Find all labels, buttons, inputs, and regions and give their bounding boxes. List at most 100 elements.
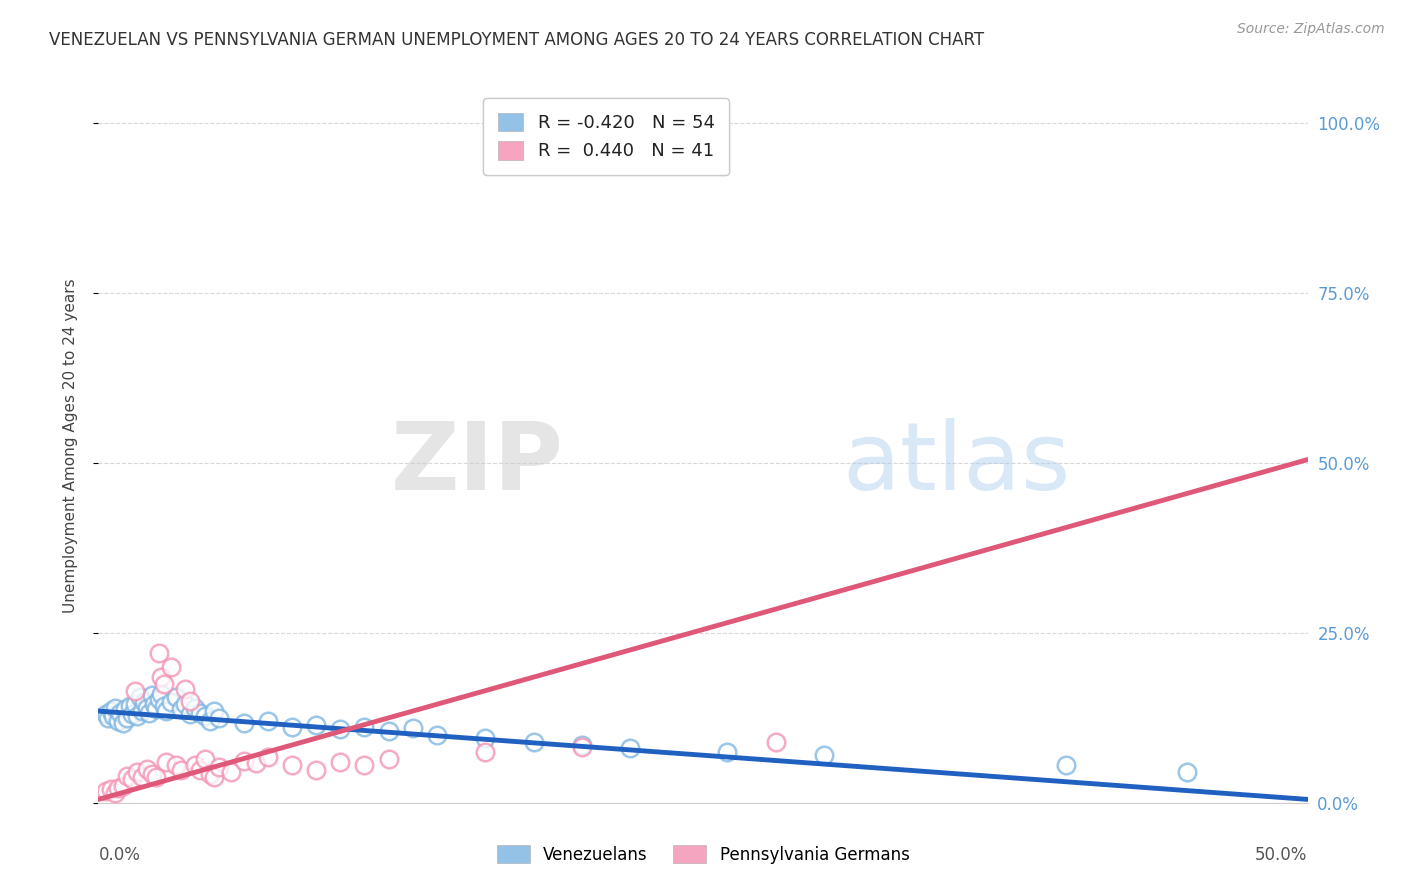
Point bbox=[148, 692, 170, 706]
Y-axis label: Unemployment Among Ages 20 to 24 years: Unemployment Among Ages 20 to 24 years bbox=[63, 278, 77, 614]
Point bbox=[152, 699, 174, 714]
Point bbox=[169, 702, 191, 716]
Point bbox=[813, 748, 835, 763]
Point bbox=[619, 741, 641, 756]
Point bbox=[232, 715, 254, 730]
Point bbox=[143, 698, 166, 712]
Point bbox=[155, 704, 177, 718]
Point bbox=[377, 751, 399, 765]
Point bbox=[107, 780, 129, 795]
Text: VENEZUELAN VS PENNSYLVANIA GERMAN UNEMPLOYMENT AMONG AGES 20 TO 24 YEARS CORRELA: VENEZUELAN VS PENNSYLVANIA GERMAN UNEMPL… bbox=[49, 31, 984, 49]
Point bbox=[127, 765, 149, 780]
Point bbox=[194, 708, 217, 723]
Point bbox=[155, 755, 177, 769]
Point bbox=[150, 670, 173, 684]
Point bbox=[104, 700, 127, 714]
Point bbox=[377, 724, 399, 739]
Point bbox=[107, 714, 129, 729]
Point bbox=[111, 779, 134, 793]
Point bbox=[1054, 758, 1077, 772]
Point bbox=[124, 698, 146, 712]
Point bbox=[111, 715, 134, 730]
Legend: R = -0.420   N = 54, R =  0.440   N = 41: R = -0.420 N = 54, R = 0.440 N = 41 bbox=[484, 98, 730, 175]
Point bbox=[174, 681, 197, 696]
Point bbox=[204, 770, 226, 784]
Point bbox=[474, 731, 496, 746]
Point bbox=[135, 700, 157, 714]
Point bbox=[121, 707, 143, 722]
Point bbox=[188, 706, 211, 720]
Text: 0.0%: 0.0% bbox=[98, 846, 141, 863]
Point bbox=[204, 704, 226, 718]
Point bbox=[256, 749, 278, 764]
Point bbox=[305, 717, 328, 731]
Point bbox=[94, 707, 117, 722]
Point bbox=[141, 767, 163, 781]
Point bbox=[141, 689, 163, 703]
Point bbox=[128, 690, 150, 705]
Point bbox=[198, 714, 221, 729]
Point bbox=[160, 695, 183, 709]
Point bbox=[148, 646, 170, 660]
Point bbox=[402, 721, 425, 735]
Point bbox=[174, 698, 197, 712]
Point bbox=[1175, 765, 1198, 780]
Point bbox=[716, 745, 738, 759]
Point bbox=[100, 704, 122, 718]
Point bbox=[118, 699, 141, 714]
Text: ZIP: ZIP bbox=[391, 417, 564, 510]
Point bbox=[117, 769, 139, 783]
Point bbox=[188, 763, 211, 777]
Text: Source: ZipAtlas.com: Source: ZipAtlas.com bbox=[1237, 22, 1385, 37]
Point bbox=[100, 782, 122, 797]
Point bbox=[426, 728, 449, 742]
Point bbox=[329, 723, 352, 737]
Point bbox=[138, 706, 160, 720]
Point bbox=[145, 770, 167, 784]
Point bbox=[165, 758, 187, 772]
Point bbox=[97, 711, 120, 725]
Point bbox=[353, 758, 375, 772]
Point bbox=[101, 708, 124, 723]
Point bbox=[523, 734, 546, 748]
Point bbox=[281, 720, 304, 734]
Point bbox=[104, 786, 127, 800]
Text: 50.0%: 50.0% bbox=[1256, 846, 1308, 863]
Point bbox=[145, 702, 167, 716]
Point bbox=[198, 767, 221, 781]
Point bbox=[305, 763, 328, 777]
Point bbox=[208, 711, 231, 725]
Point bbox=[208, 760, 231, 774]
Point bbox=[152, 677, 174, 691]
Point bbox=[108, 706, 131, 720]
Point bbox=[571, 738, 593, 752]
Point bbox=[124, 683, 146, 698]
Point bbox=[134, 695, 156, 709]
Point bbox=[221, 765, 243, 780]
Point bbox=[281, 758, 304, 772]
Point bbox=[169, 763, 191, 777]
Point bbox=[127, 708, 149, 723]
Point bbox=[232, 754, 254, 768]
Point bbox=[194, 751, 217, 765]
Point bbox=[329, 755, 352, 769]
Point bbox=[353, 720, 375, 734]
Point bbox=[114, 702, 136, 716]
Point bbox=[150, 687, 173, 701]
Point bbox=[184, 758, 207, 772]
Point bbox=[160, 660, 183, 674]
Point bbox=[179, 707, 201, 722]
Point bbox=[765, 734, 787, 748]
Point bbox=[571, 740, 593, 755]
Point bbox=[131, 770, 153, 784]
Point bbox=[117, 711, 139, 725]
Point bbox=[165, 690, 187, 705]
Legend: Venezuelans, Pennsylvania Germans: Venezuelans, Pennsylvania Germans bbox=[489, 838, 917, 871]
Point bbox=[135, 762, 157, 776]
Point bbox=[131, 704, 153, 718]
Point bbox=[184, 700, 207, 714]
Point bbox=[121, 772, 143, 786]
Point bbox=[256, 714, 278, 729]
Point bbox=[94, 783, 117, 797]
Point bbox=[474, 745, 496, 759]
